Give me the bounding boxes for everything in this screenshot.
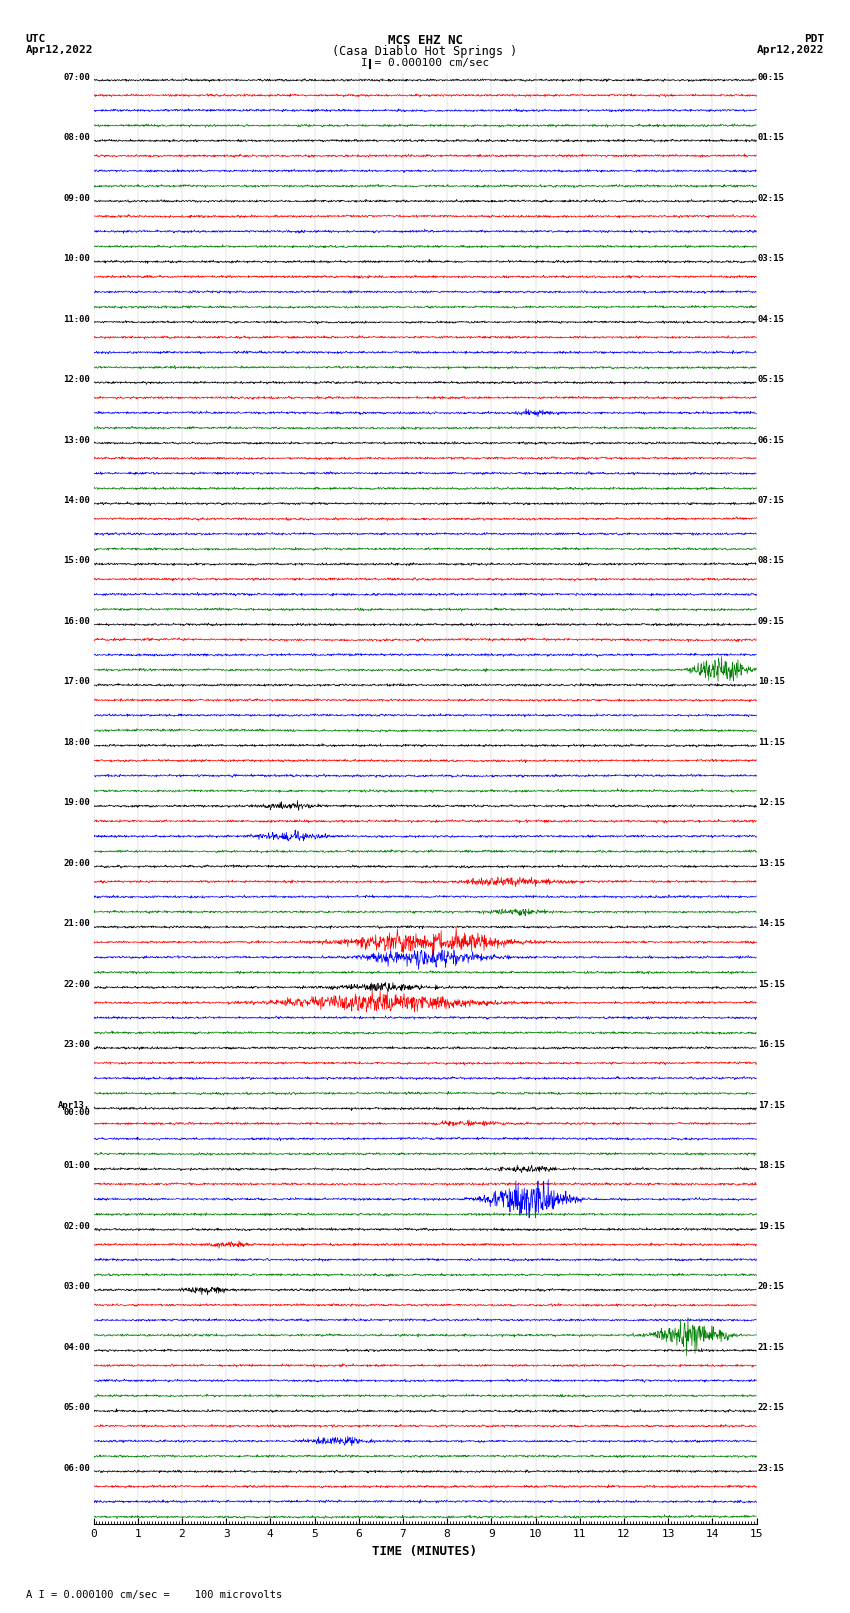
- Text: 03:00: 03:00: [63, 1282, 90, 1292]
- Text: 11:15: 11:15: [758, 739, 785, 747]
- Text: 16:00: 16:00: [63, 618, 90, 626]
- Text: 09:15: 09:15: [758, 618, 785, 626]
- Text: 09:00: 09:00: [63, 194, 90, 203]
- Text: 02:00: 02:00: [63, 1223, 90, 1231]
- Text: 22:00: 22:00: [63, 981, 90, 989]
- Text: 06:15: 06:15: [758, 436, 785, 445]
- Text: 08:15: 08:15: [758, 556, 785, 566]
- Text: 16:15: 16:15: [758, 1040, 785, 1050]
- Text: Apr13,: Apr13,: [58, 1100, 90, 1110]
- Text: 18:15: 18:15: [758, 1161, 785, 1171]
- Text: 23:00: 23:00: [63, 1040, 90, 1050]
- Text: 17:15: 17:15: [758, 1100, 785, 1110]
- Text: 15:15: 15:15: [758, 981, 785, 989]
- Text: Apr12,2022: Apr12,2022: [26, 45, 93, 55]
- Text: 23:15: 23:15: [758, 1465, 785, 1473]
- Text: 11:00: 11:00: [63, 315, 90, 324]
- Text: 13:15: 13:15: [758, 860, 785, 868]
- Text: 12:15: 12:15: [758, 798, 785, 808]
- Text: 14:00: 14:00: [63, 497, 90, 505]
- X-axis label: TIME (MINUTES): TIME (MINUTES): [372, 1545, 478, 1558]
- Text: 19:15: 19:15: [758, 1223, 785, 1231]
- Text: 05:15: 05:15: [758, 376, 785, 384]
- Text: 21:15: 21:15: [758, 1342, 785, 1352]
- Text: 13:00: 13:00: [63, 436, 90, 445]
- Text: 08:00: 08:00: [63, 134, 90, 142]
- Text: 10:00: 10:00: [63, 255, 90, 263]
- Text: 19:00: 19:00: [63, 798, 90, 808]
- Text: I = 0.000100 cm/sec: I = 0.000100 cm/sec: [361, 58, 489, 68]
- Text: 04:00: 04:00: [63, 1342, 90, 1352]
- Text: A I = 0.000100 cm/sec =    100 microvolts: A I = 0.000100 cm/sec = 100 microvolts: [26, 1590, 281, 1600]
- Text: 06:00: 06:00: [63, 1465, 90, 1473]
- Text: (Casa Diablo Hot Springs ): (Casa Diablo Hot Springs ): [332, 45, 518, 58]
- Text: 12:00: 12:00: [63, 376, 90, 384]
- Text: 07:15: 07:15: [758, 497, 785, 505]
- Text: 05:00: 05:00: [63, 1403, 90, 1413]
- Text: 00:00: 00:00: [63, 1108, 90, 1118]
- Text: 07:00: 07:00: [63, 73, 90, 82]
- Text: 10:15: 10:15: [758, 677, 785, 687]
- Text: PDT: PDT: [804, 34, 824, 44]
- Text: 18:00: 18:00: [63, 739, 90, 747]
- Text: 01:00: 01:00: [63, 1161, 90, 1171]
- Text: UTC: UTC: [26, 34, 46, 44]
- Text: 22:15: 22:15: [758, 1403, 785, 1413]
- Text: 20:00: 20:00: [63, 860, 90, 868]
- Text: 03:15: 03:15: [758, 255, 785, 263]
- Text: MCS EHZ NC: MCS EHZ NC: [388, 34, 462, 47]
- Text: 01:15: 01:15: [758, 134, 785, 142]
- Text: 15:00: 15:00: [63, 556, 90, 566]
- Text: 02:15: 02:15: [758, 194, 785, 203]
- Text: 00:15: 00:15: [758, 73, 785, 82]
- Text: 14:15: 14:15: [758, 919, 785, 929]
- Text: 17:00: 17:00: [63, 677, 90, 687]
- Text: 21:00: 21:00: [63, 919, 90, 929]
- Text: 04:15: 04:15: [758, 315, 785, 324]
- Text: 20:15: 20:15: [758, 1282, 785, 1292]
- Text: Apr12,2022: Apr12,2022: [757, 45, 824, 55]
